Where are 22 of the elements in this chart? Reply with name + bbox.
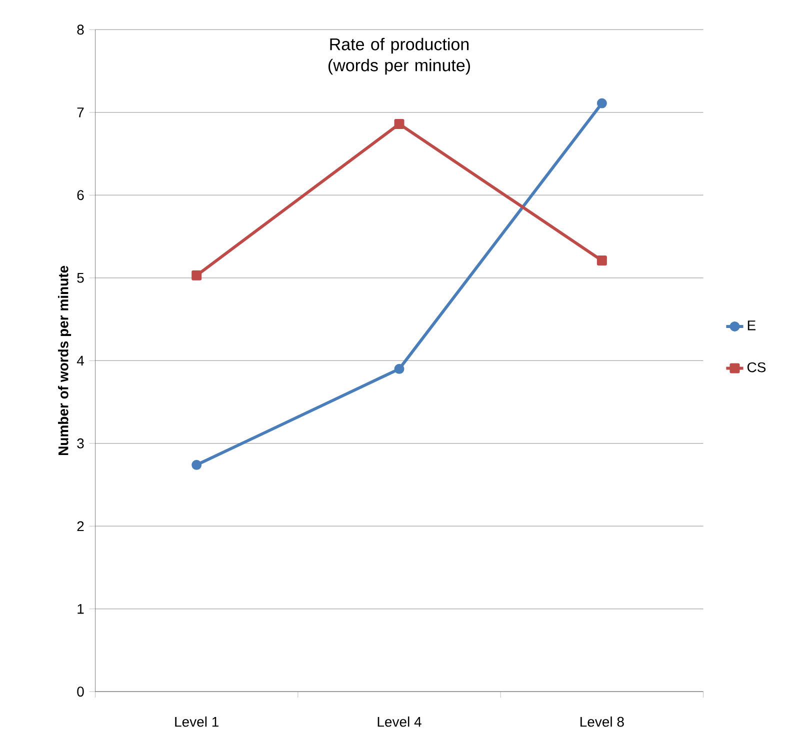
legend-label: E: [748, 320, 756, 330]
legend-label: CS: [747, 362, 766, 372]
y-tick-label: 7: [77, 108, 84, 118]
point: [192, 460, 202, 470]
point: [394, 364, 404, 374]
y-tick-label: 6: [77, 190, 84, 200]
point: [394, 118, 404, 129]
point: [596, 256, 607, 266]
y-tick-label: 1: [78, 604, 84, 614]
y-tick-label: 4: [76, 356, 84, 366]
point: [596, 98, 607, 108]
y-tick-label: 3: [77, 438, 84, 448]
y-tick-label: 2: [77, 521, 84, 532]
x-tick-label: Level 1: [175, 716, 218, 727]
point: [192, 270, 202, 280]
y-axis-title: Number of words per minute: [58, 266, 72, 455]
x-tick-label: Level 8: [580, 716, 624, 727]
x-tick-label: Level 4: [378, 716, 422, 727]
y-tick-label: 5: [77, 273, 84, 283]
y-tick-label: 8: [77, 24, 84, 35]
y-tick-label: 0: [77, 686, 84, 697]
text: Rate of production (words per minute): [328, 38, 470, 75]
